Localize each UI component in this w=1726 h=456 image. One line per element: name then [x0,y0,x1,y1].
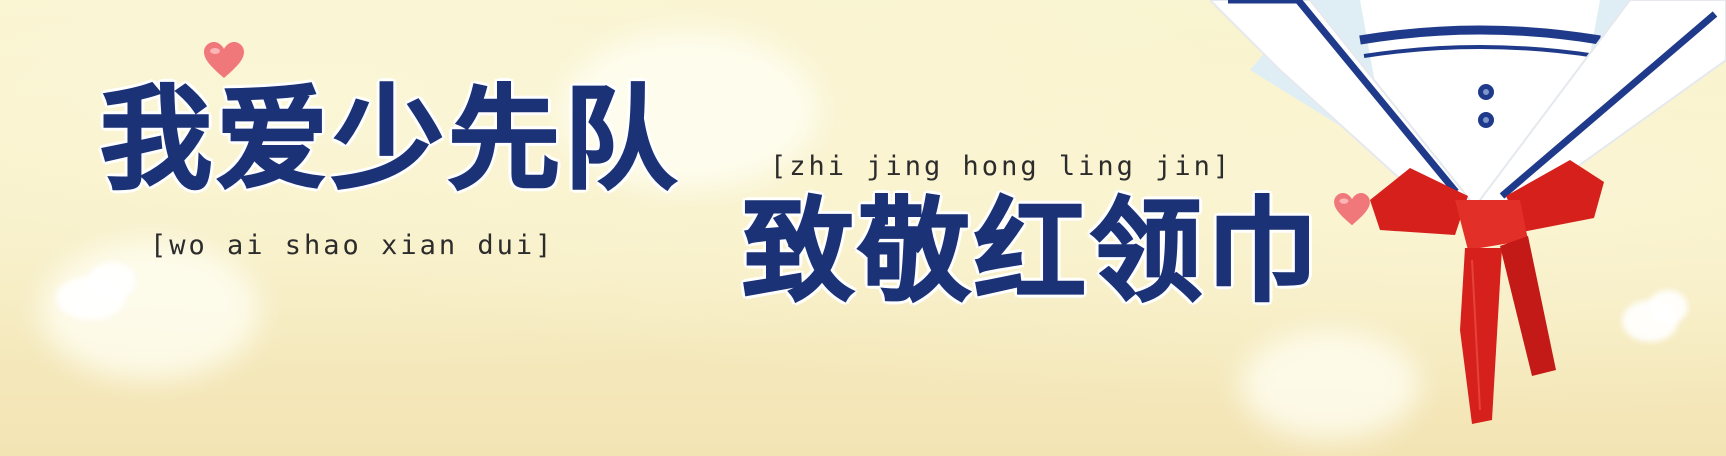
scarf-right-wing [1506,160,1604,232]
heart-icon [1334,193,1370,226]
background-glow [560,30,820,190]
neck-stripe-thin [1363,45,1597,58]
scarf-left-wing [1370,168,1468,235]
scarf-knot [1455,200,1528,250]
scarf-tail-right [1500,236,1556,376]
title-line-2: 致敬红领巾 [741,187,1322,317]
pinyin-line-1: [wo ai shao xian dui] [150,230,555,261]
sailor-uniform-illustration [1210,0,1726,424]
neck-stripe [1359,25,1601,45]
pinyin-line-2: [zhi jing hong ling jin] [770,151,1233,182]
cloud-right [1648,290,1688,324]
heart-icon [204,42,244,78]
scarf-tail-left [1460,248,1502,424]
title-line-1: 我爱少先队 [99,75,680,205]
cloud-left [88,262,136,300]
background-glow [1240,330,1420,440]
